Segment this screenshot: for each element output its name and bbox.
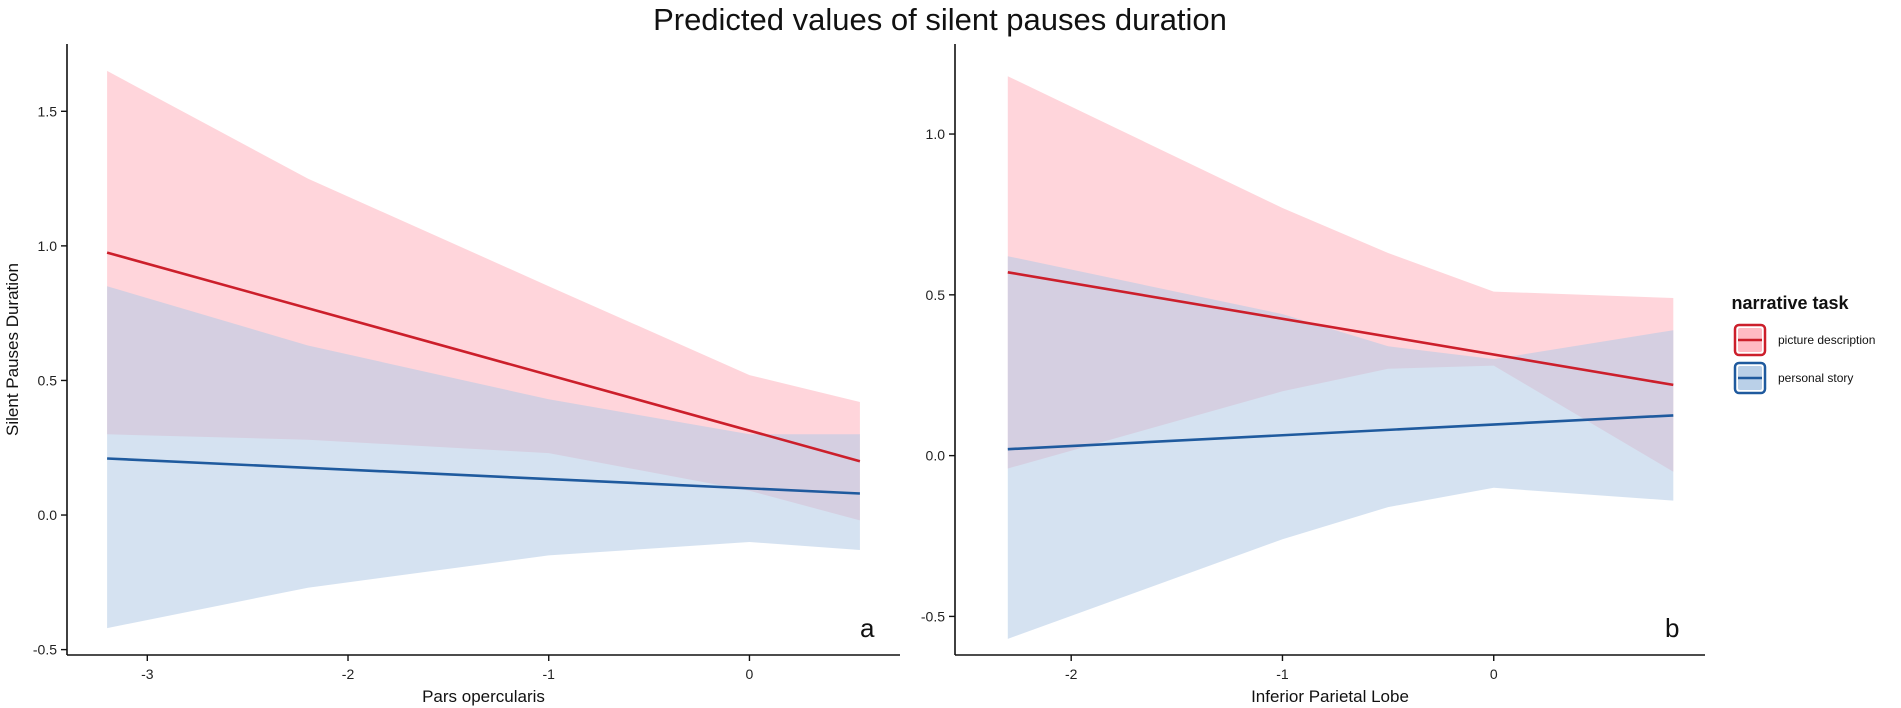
panel-b-ci-ribbon-personal-story (1007, 256, 1674, 639)
panel-a-x-tick-label: -1 (543, 666, 556, 682)
panel-a-x-tick-label: -2 (342, 666, 355, 682)
panel-b-x-tick-label: 0 (1490, 666, 1498, 682)
panel-b-x-tick-label: -1 (1276, 666, 1289, 682)
panel-b-y-tick-label: 0.5 (926, 287, 946, 303)
panel-a-y-tick-label: -0.5 (33, 642, 57, 658)
panel-b-x-tick-label: -2 (1065, 666, 1078, 682)
legend-label-personal-story: personal story (1778, 371, 1853, 385)
panel-b-tag: b (1665, 613, 1679, 643)
panel-a-y-tick-label: 1.0 (38, 238, 58, 254)
legend-title: narrative task (1731, 293, 1849, 313)
panel-a-y-tick-label: 0.0 (38, 507, 58, 523)
panel-b-x-axis-title: Inferior Parietal Lobe (1251, 687, 1409, 706)
panel-a: -3 -2 -1 0 -0.5 0.0 0.5 1.0 1.5 Pars opercularis… (3, 44, 900, 706)
legend: narrative task picture description perso… (1731, 293, 1875, 395)
panel-a-ci-ribbon-personal-story (107, 286, 860, 629)
panel-a-y-axis-title: Silent Pauses Duration (3, 263, 22, 436)
panel-b-y-tick-label: -0.5 (921, 608, 945, 624)
panel-b: -2 -1 0 -0.5 0.0 0.5 1.0 Inferior Parietal Lob… (921, 44, 1705, 706)
legend-label-picture-description: picture description (1778, 333, 1875, 347)
panel-b-y-tick-label: 1.0 (926, 126, 946, 142)
panel-a-y-tick-label: 1.5 (38, 103, 58, 119)
panel-a-x-tick-label: 0 (746, 666, 754, 682)
panel-b-y-tick-label: 0.0 (926, 448, 946, 464)
panel-a-x-axis-title: Pars opercularis (422, 687, 545, 706)
chart-title: Predicted values of silent pauses durati… (653, 2, 1227, 37)
panel-a-x-tick-label: -3 (141, 666, 154, 682)
panel-b-line-personal-story (1007, 414, 1674, 451)
panel-a-y-tick-label: 0.5 (38, 372, 58, 388)
panel-b-line-picture-description (1007, 271, 1674, 387)
panel-a-line-picture-description (106, 251, 861, 463)
panel-a-tag: a (860, 613, 875, 643)
panel-a-line-personal-story (107, 457, 860, 495)
